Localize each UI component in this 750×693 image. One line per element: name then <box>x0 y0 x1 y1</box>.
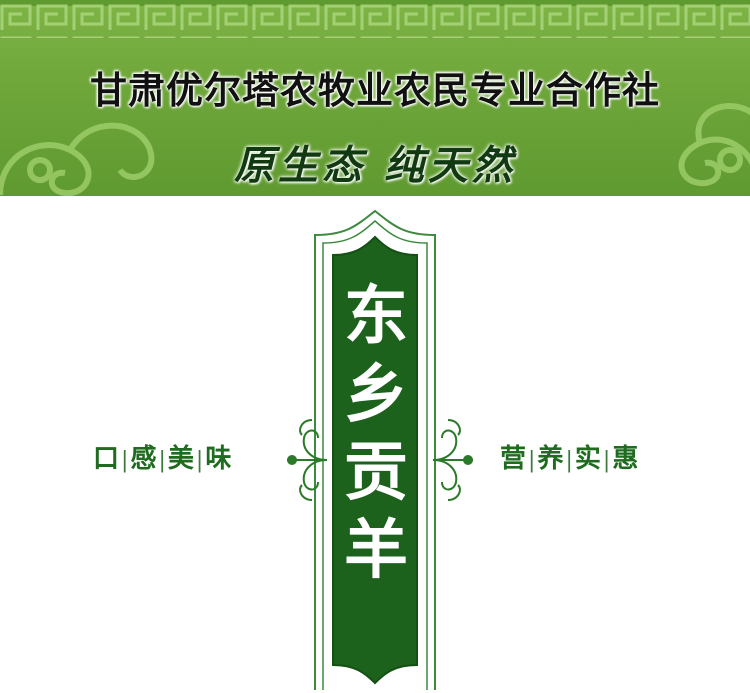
feature-char: 美 <box>167 444 194 474</box>
feature-char: 口 <box>93 444 120 474</box>
fret-border-pattern <box>0 0 750 38</box>
feature-char: 营 <box>500 444 527 474</box>
cloud-swirl-left-decoration <box>0 122 155 196</box>
feature-char: 感 <box>130 444 157 474</box>
product-name-char: 东 <box>344 279 408 354</box>
feature-char: 惠 <box>612 444 639 474</box>
feature-phrase-left: 口|感|美|味 <box>93 438 231 475</box>
feature-char: 味 <box>205 444 232 474</box>
product-name-char: 贡 <box>344 435 408 510</box>
organization-title: 甘肃优尔塔农牧业农民专业合作社 <box>90 69 660 112</box>
product-name-char: 乡 <box>344 357 408 432</box>
feature-char: 养 <box>537 444 564 474</box>
plaque-middle-frame <box>322 220 428 690</box>
feature-separator: | <box>528 448 536 473</box>
product-name: 东 乡 贡 羊 <box>336 278 416 590</box>
right-flourish-ornament <box>432 419 473 501</box>
header-banner: 甘肃优尔塔农牧业农民专业合作社 原生态 纯天然 <box>0 0 750 196</box>
feature-char: 实 <box>574 444 601 474</box>
feature-separator: | <box>195 448 204 473</box>
left-flourish-ornament <box>287 419 328 501</box>
plaque-panel <box>332 235 418 685</box>
feature-separator: | <box>121 448 129 473</box>
feature-separator: | <box>565 448 573 473</box>
feature-phrase-right: 营|养|实|惠 <box>500 438 638 475</box>
cloud-swirl-right-decoration <box>678 103 750 187</box>
slogan-text: 原生态 纯天然 <box>234 142 516 189</box>
product-name-char: 羊 <box>344 513 408 588</box>
product-plaque <box>314 209 436 690</box>
plaque-outer-frame <box>314 209 436 690</box>
feature-separator: | <box>158 448 166 473</box>
feature-separator: | <box>602 448 611 473</box>
